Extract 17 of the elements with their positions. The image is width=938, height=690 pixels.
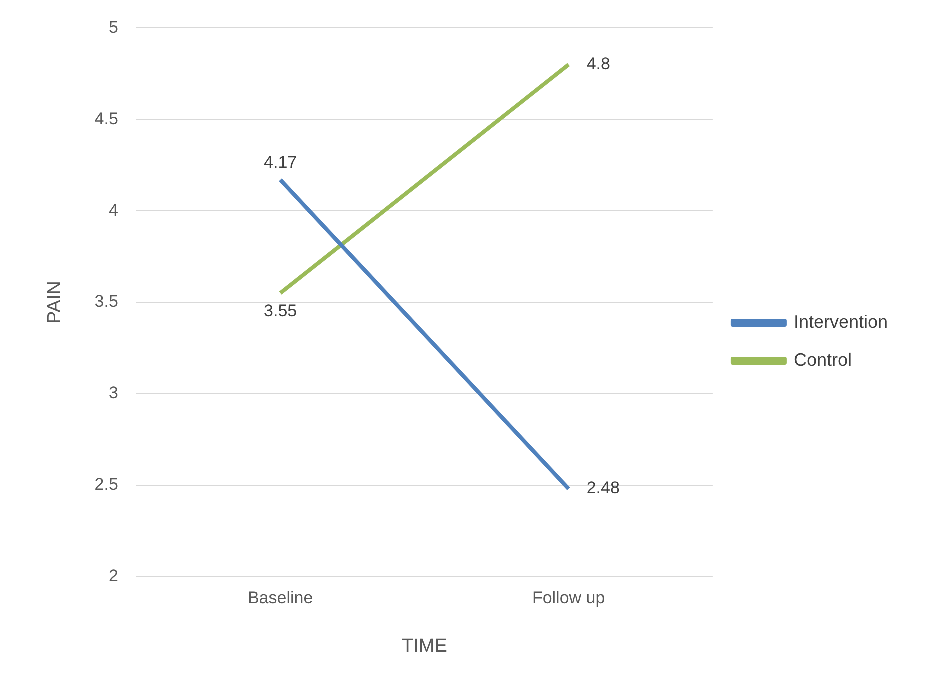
legend-label: Intervention bbox=[794, 312, 888, 332]
y-tick-label: 5 bbox=[108, 18, 118, 37]
data-label: 2.48 bbox=[586, 478, 620, 498]
data-label: 3.55 bbox=[264, 302, 298, 321]
legend-label: Control bbox=[794, 350, 852, 370]
y-tick-label: 3 bbox=[108, 384, 118, 403]
x-tick-label: Baseline bbox=[248, 588, 314, 608]
x-tick-label: Follow up bbox=[532, 588, 606, 608]
data-label: 4.8 bbox=[586, 54, 610, 74]
y-tick-label: 4 bbox=[108, 200, 118, 220]
y-tick-label: 2 bbox=[108, 566, 118, 586]
y-tick-label: 4.5 bbox=[94, 109, 118, 128]
y-tick-label: 2.5 bbox=[94, 475, 118, 494]
y-tick-label: 3.5 bbox=[94, 292, 118, 312]
y-axis-title: PAIN bbox=[44, 281, 66, 324]
x-axis-title: TIME bbox=[402, 636, 448, 657]
data-label: 4.17 bbox=[264, 153, 298, 172]
